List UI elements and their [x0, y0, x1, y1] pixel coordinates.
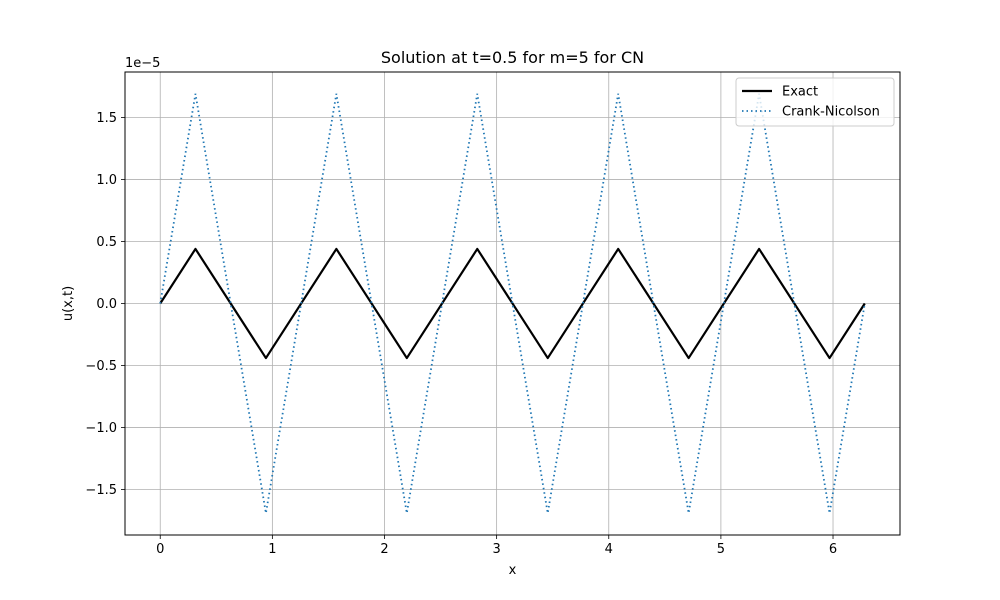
x-tick-label: 4: [605, 542, 613, 557]
x-tick-label: 2: [380, 542, 388, 557]
y-tick-label: −1.5: [85, 483, 117, 498]
y-tick-label: 0.5: [96, 235, 117, 250]
y-axis-label: u(x,t): [61, 286, 76, 321]
x-axis-label: x: [509, 563, 517, 578]
series-line-exact: [159, 247, 866, 360]
legend-label: Crank-Nicolson: [782, 105, 880, 120]
ticks: 0 1 2 3 4 5 6 −1.5 −1.0 −0.5 0.0 0.5 1.0 1.5: [85, 111, 837, 557]
legend-label: Exact: [782, 85, 818, 100]
legend-box: [735, 77, 895, 127]
y-offset-label: 1e−5: [125, 56, 160, 71]
chart-title: Solution at t=0.5 for m=5 for CN: [381, 48, 644, 67]
y-tick-label: 0.0: [96, 297, 117, 312]
legend: Exact Crank-Nicolson: [735, 77, 895, 127]
series-layer: [159, 93, 866, 514]
x-tick-label: 5: [717, 542, 725, 557]
x-tick-label: 3: [492, 542, 500, 557]
y-tick-label: 1.0: [96, 173, 117, 188]
y-tick-label: 1.5: [96, 111, 117, 126]
x-tick-label: 1: [268, 542, 276, 557]
y-tick-label: −0.5: [85, 359, 117, 374]
x-tick-label: 0: [156, 542, 164, 557]
y-tick-label: −1.0: [85, 421, 117, 436]
x-tick-label: 6: [829, 542, 837, 557]
